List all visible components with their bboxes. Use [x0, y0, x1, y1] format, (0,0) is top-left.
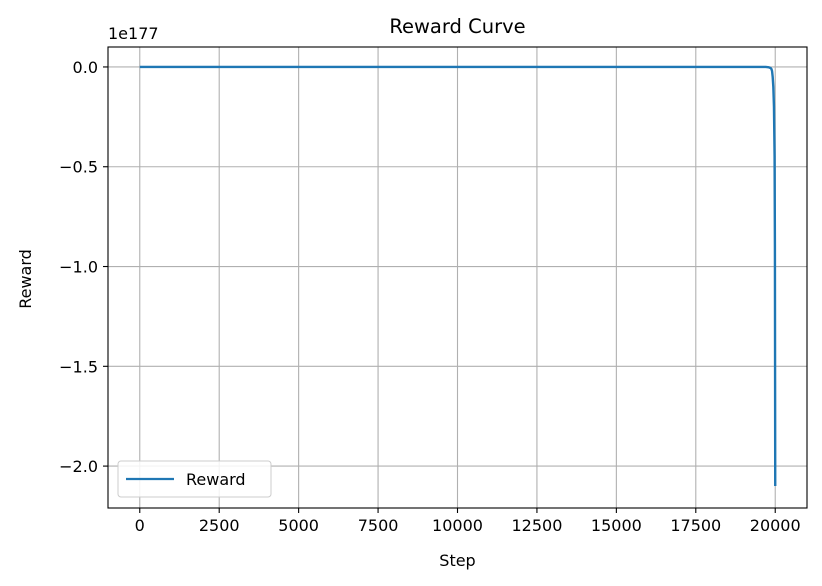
chart-title: Reward Curve: [389, 15, 525, 38]
x-tick-label: 5000: [278, 516, 319, 535]
y-axis-label: Reward: [16, 249, 35, 309]
y-tick-label: −0.5: [59, 158, 98, 177]
legend: Reward: [117, 460, 272, 498]
y-offset-text: 1e177: [108, 24, 159, 43]
x-tick-label: 12500: [511, 516, 562, 535]
x-tick-label: 17500: [670, 516, 721, 535]
legend-box: [117, 460, 272, 498]
x-tick-label: 15000: [591, 516, 642, 535]
x-tick-label: 7500: [358, 516, 399, 535]
x-tick-label: 10000: [432, 516, 483, 535]
legend-label-reward: Reward: [186, 470, 246, 489]
y-tick-label: −1.5: [59, 357, 98, 376]
y-tick-label: −1.0: [59, 258, 98, 277]
axis-ticks: 0 2500 5000 7500 10000 12500 15000 17500 20000 0.…: [59, 58, 801, 535]
x-tick-label: 2500: [199, 516, 240, 535]
x-axis-label: Step: [439, 551, 475, 570]
x-tick-label: 0: [135, 516, 145, 535]
y-tick-label: 0.0: [73, 58, 98, 77]
grid-lines: [108, 47, 807, 508]
y-tick-label: −2.0: [59, 457, 98, 476]
plot-series: [139, 65, 777, 487]
x-tick-label: 20000: [750, 516, 801, 535]
series-line-reward: [139, 65, 777, 487]
